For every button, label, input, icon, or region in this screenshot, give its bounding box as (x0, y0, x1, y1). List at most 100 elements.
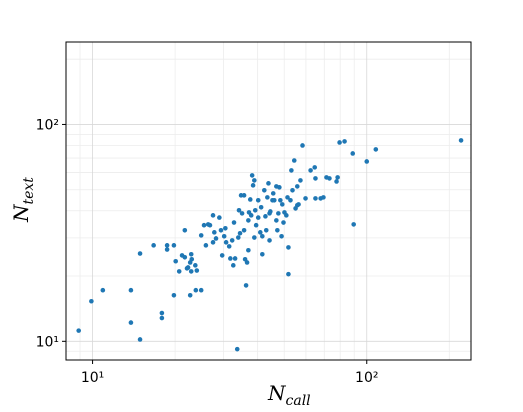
grid (66, 42, 471, 360)
point (350, 151, 356, 156)
point (257, 230, 263, 235)
point (198, 287, 204, 293)
points (76, 138, 464, 352)
y-axis-label-sub: text (21, 177, 37, 205)
x-axis-label: Ncall (267, 381, 311, 409)
point (171, 292, 177, 298)
point (303, 196, 308, 201)
point (241, 228, 247, 233)
point (260, 251, 265, 257)
point (276, 211, 281, 216)
point (271, 197, 277, 203)
point (334, 179, 339, 184)
point (246, 218, 251, 223)
point (288, 197, 293, 203)
point (260, 233, 265, 239)
point (308, 168, 313, 173)
x-tick-label: 10¹ (81, 370, 104, 386)
point (252, 207, 258, 213)
point (100, 287, 106, 293)
point (213, 236, 219, 241)
point (252, 178, 257, 183)
point (76, 328, 81, 333)
point (266, 181, 271, 186)
point (278, 197, 283, 203)
point (182, 255, 188, 260)
point (275, 228, 280, 233)
point (248, 213, 254, 218)
point (164, 247, 170, 252)
point (89, 298, 94, 304)
point (128, 287, 134, 293)
point (274, 218, 279, 223)
point (263, 228, 269, 233)
point (229, 238, 235, 243)
point (337, 140, 342, 145)
point (291, 158, 297, 163)
point (193, 263, 198, 268)
point (298, 178, 303, 183)
point (188, 251, 194, 257)
point (235, 235, 241, 240)
point (313, 176, 318, 181)
point (335, 175, 340, 180)
point (300, 143, 305, 148)
x-axis-label-sub: call (286, 393, 311, 409)
point (232, 256, 238, 261)
point (313, 196, 318, 201)
point (221, 233, 227, 239)
point (263, 214, 268, 219)
point (249, 173, 255, 178)
point (231, 220, 237, 225)
point (189, 256, 195, 262)
point (194, 268, 200, 273)
point (226, 244, 232, 249)
point (207, 222, 213, 228)
point (321, 195, 326, 200)
point (236, 207, 242, 213)
point (217, 215, 222, 220)
x-tick-label: 10² (355, 370, 378, 386)
point (187, 292, 193, 298)
point (252, 235, 257, 240)
point (296, 202, 301, 207)
point (128, 320, 134, 325)
point (198, 233, 204, 238)
y-axis-label-main: N (9, 203, 33, 223)
point (193, 287, 199, 293)
point (279, 233, 284, 239)
point (219, 253, 225, 258)
point (176, 269, 182, 274)
point (277, 185, 282, 190)
point (364, 159, 370, 164)
point (228, 256, 233, 261)
point (173, 258, 179, 264)
point (285, 195, 290, 200)
point (234, 346, 240, 352)
point (137, 337, 143, 342)
point (137, 251, 143, 256)
point (223, 240, 229, 245)
point (210, 213, 216, 218)
point (188, 269, 194, 274)
point (151, 243, 156, 248)
point (223, 225, 228, 231)
point (290, 187, 295, 193)
plot-frame (65, 41, 472, 361)
point (327, 176, 332, 181)
y-tick-label: 10² (36, 117, 59, 133)
y-tick-label: 10¹ (36, 334, 59, 350)
point (230, 263, 236, 268)
point (267, 238, 272, 243)
point (250, 183, 256, 188)
point (262, 187, 267, 193)
point (210, 240, 216, 245)
point (201, 222, 207, 228)
point (237, 230, 243, 236)
point (255, 197, 261, 203)
point (373, 147, 379, 152)
point (243, 283, 249, 288)
point (244, 260, 250, 265)
point (218, 228, 224, 233)
point (203, 243, 209, 248)
